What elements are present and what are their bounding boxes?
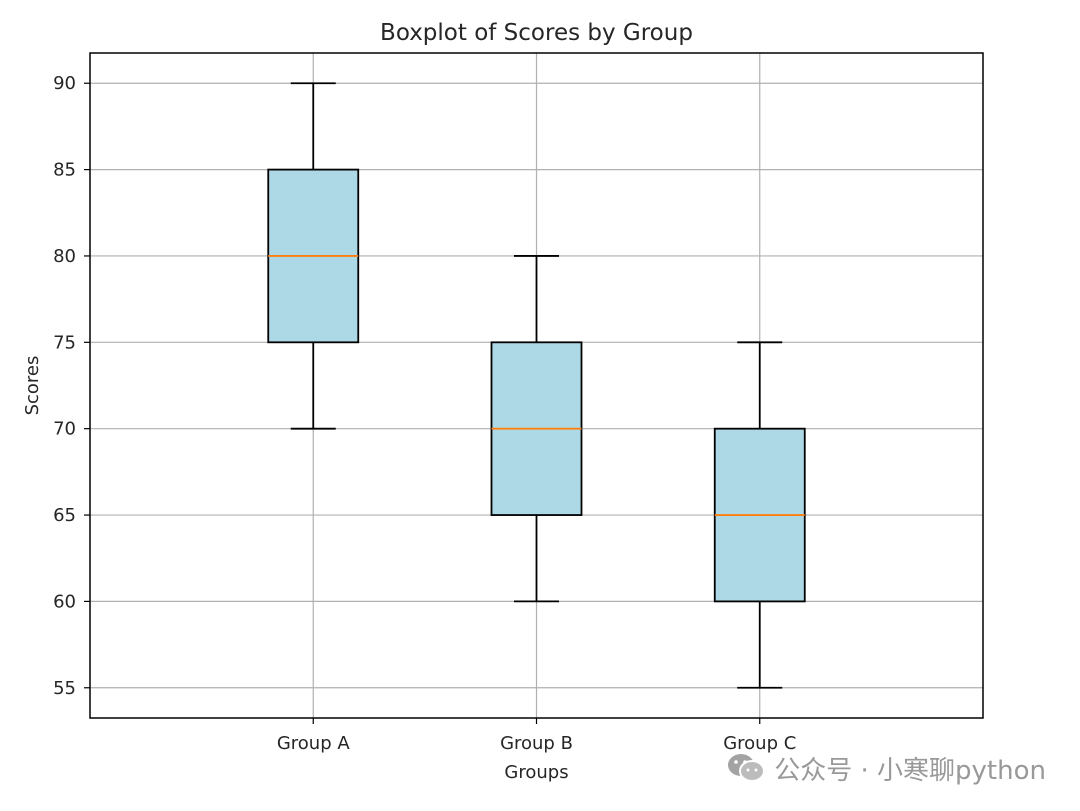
ticks: 55 60 65 70 75 80 85 90 Group A Group B Group C [53, 73, 796, 754]
y-axis-title: Scores [22, 356, 43, 416]
x-axis-title: Groups [504, 762, 568, 783]
wechat-icon [728, 754, 766, 782]
y-tick-label: 85 [53, 160, 76, 181]
y-tick-label: 70 [53, 419, 76, 440]
y-tick-label: 75 [53, 332, 76, 353]
box-group-b [490, 255, 583, 603]
box-group-c [713, 341, 806, 689]
y-tick-label: 80 [53, 246, 76, 267]
boxes [267, 82, 806, 689]
x-tick-label: Group C [723, 733, 796, 754]
x-tick-label: Group B [500, 733, 573, 754]
watermark: 公众号 · 小寒聊python [726, 750, 1046, 786]
x-tick-label: Group A [277, 733, 351, 754]
box-group-a [267, 82, 360, 430]
watermark-text: 公众号 · 小寒聊python [774, 755, 1046, 786]
y-tick-label: 90 [53, 73, 76, 94]
y-tick-label: 60 [53, 591, 76, 612]
y-tick-label: 55 [53, 678, 76, 699]
y-tick-label: 65 [53, 505, 76, 526]
chart-title: Boxplot of Scores by Group [380, 20, 693, 46]
